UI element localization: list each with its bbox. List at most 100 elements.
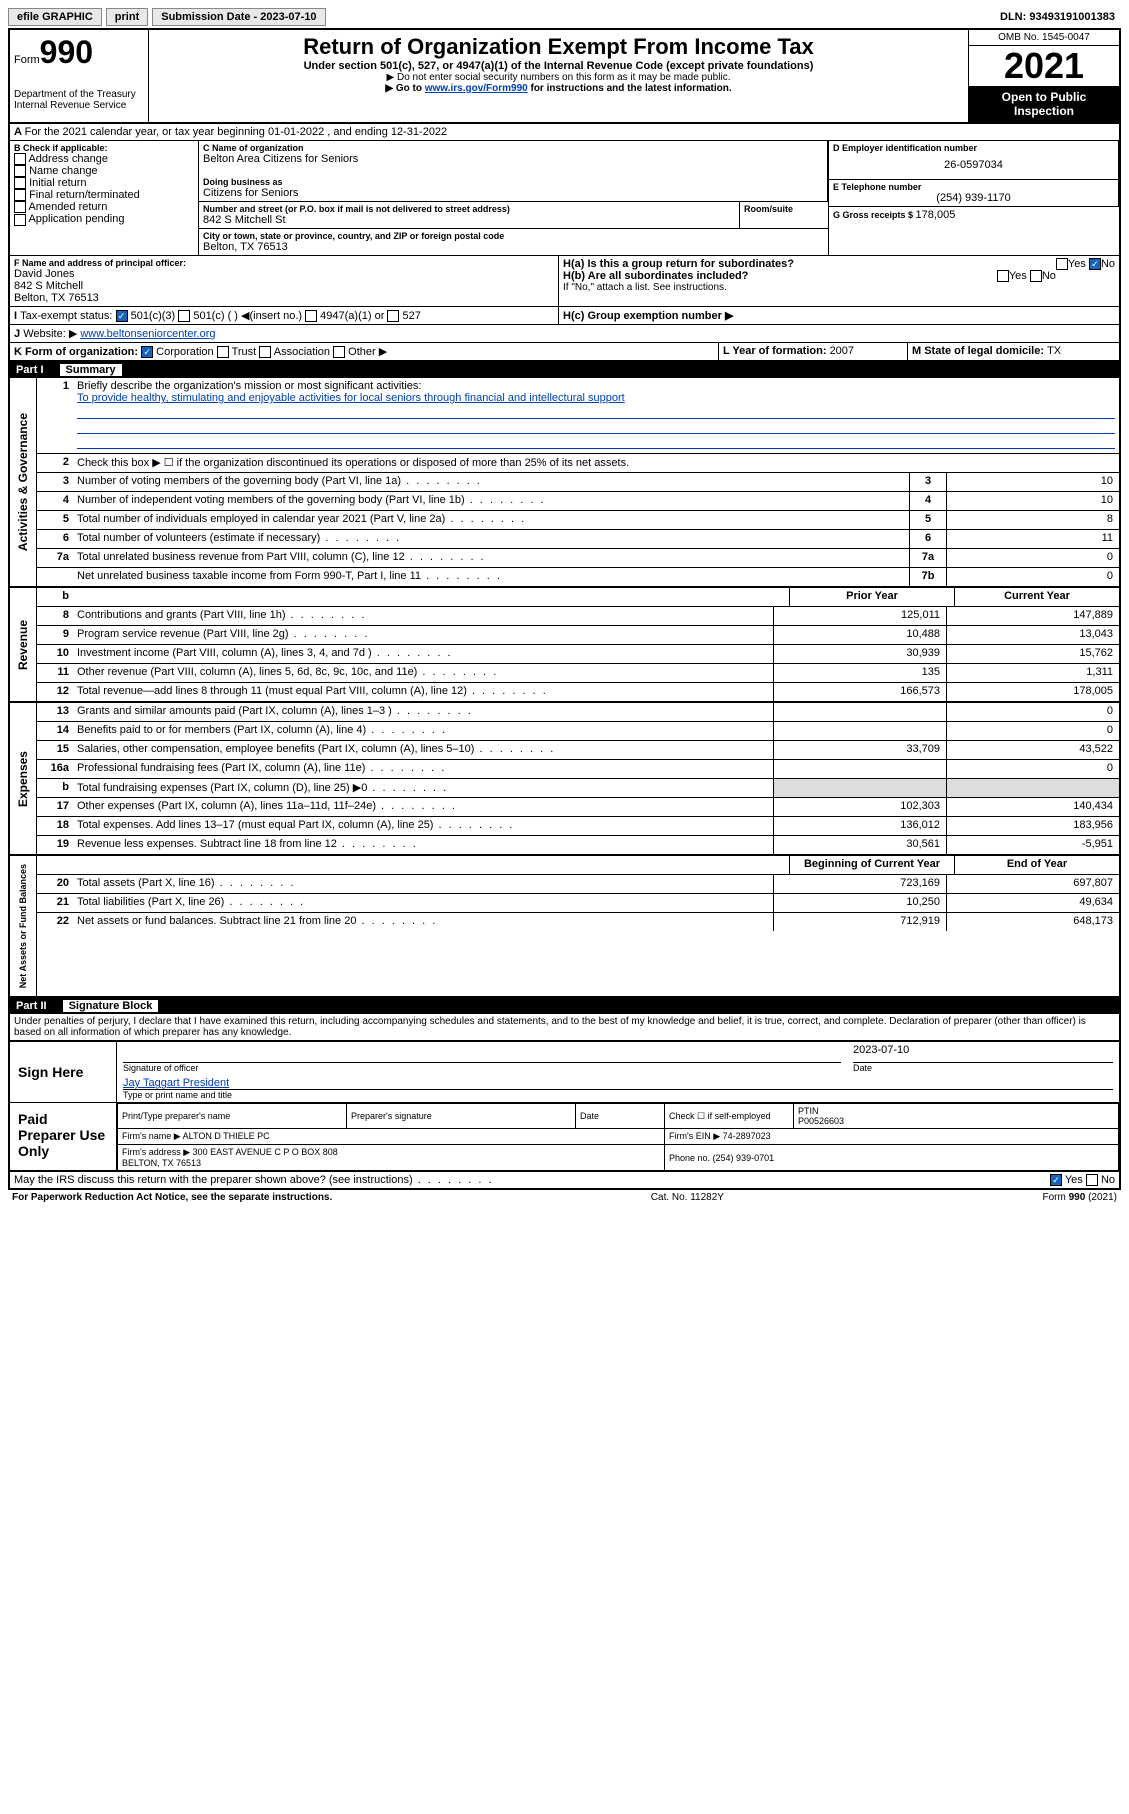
box-hc: H(c) Group exemption number ▶ [563,310,733,322]
checkbox-final-return[interactable]: Final return/terminated [14,189,194,201]
checkbox-application-pending[interactable]: Application pending [14,213,194,225]
activities-label: Activities & Governance [14,405,32,559]
org-name-label: C Name of organization [203,143,823,153]
telephone: (254) 939-1170 [833,192,1114,204]
net-assets-section: Net Assets or Fund Balances Beginning of… [8,856,1121,998]
summary-line: 13Grants and similar amounts paid (Part … [37,703,1119,722]
expenses-label: Expenses [14,743,32,815]
summary-line: 10Investment income (Part VIII, column (… [37,645,1119,664]
checkbox-address-change[interactable]: Address change [14,153,194,165]
line-2: Check this box ▶ ☐ if the organization d… [73,454,1119,472]
firm-name: ALTON D THIELE PC [183,1131,270,1141]
discuss-yes-checkbox[interactable] [1050,1174,1062,1186]
summary-line: 19Revenue less expenses. Subtract line 1… [37,836,1119,854]
print-button[interactable]: print [106,8,148,26]
sig-date: 2023-07-10 [853,1044,1113,1062]
sig-date-label: Date [853,1062,1113,1073]
penalties-text: Under penalties of perjury, I declare th… [8,1014,1121,1042]
summary-line: 6Total number of volunteers (estimate if… [37,530,1119,549]
summary-line: bTotal fundraising expenses (Part IX, co… [37,779,1119,798]
summary-line: Net unrelated business taxable income fr… [37,568,1119,586]
department: Department of the Treasury Internal Reve… [14,89,144,111]
city-label: City or town, state or province, country… [203,231,824,241]
efile-button[interactable]: efile GRAPHIC [8,8,102,26]
box-b-label: Check if applicable: [23,143,108,153]
box-k-label: K Form of organization: [14,346,138,358]
year-formation: 2007 [830,345,854,357]
officer-addr1: 842 S Mitchell [14,280,554,292]
summary-line: 8Contributions and grants (Part VIII, li… [37,607,1119,626]
room-label: Room/suite [744,204,824,214]
officer-label: F Name and address of principal officer: [14,258,554,268]
page-footer: For Paperwork Reduction Act Notice, see … [8,1190,1121,1205]
part-2-header: Part II Signature Block [8,998,1121,1014]
form-subtitle-3: ▶ Go to www.irs.gov/Form990 for instruct… [157,83,960,94]
part-1-header: Part I Summary [8,362,1121,378]
officer-addr2: Belton, TX 76513 [14,292,554,304]
tax-exempt-label: Tax-exempt status: [20,310,112,322]
form-prefix: Form [14,54,40,66]
form-version: Form 990 (2021) [1043,1192,1117,1203]
summary-line: 16aProfessional fundraising fees (Part I… [37,760,1119,779]
dba: Citizens for Seniors [203,187,823,199]
entity-block: A For the 2021 calendar year, or tax yea… [8,124,1121,362]
summary-line: 9Program service revenue (Part VIII, lin… [37,626,1119,645]
checkbox-name-change[interactable]: Name change [14,165,194,177]
revenue-label: Revenue [14,612,32,678]
end-year-header: End of Year [954,856,1119,874]
mission-text: To provide healthy, stimulating and enjo… [77,392,625,404]
checkbox-amended-return[interactable]: Amended return [14,201,194,213]
gross-receipts: 178,005 [916,209,956,221]
corporation-checkbox[interactable] [141,346,153,358]
domicile-label: M State of legal domicile: [912,345,1047,357]
addr-label: Number and street (or P.O. box if mail i… [203,204,735,214]
summary-line: 21Total liabilities (Part X, line 26)10,… [37,894,1119,913]
current-year-header: Current Year [954,588,1119,606]
summary-line: 17Other expenses (Part IX, column (A), l… [37,798,1119,817]
gross-receipts-label: G Gross receipts $ [833,210,916,220]
hb-note: If "No," attach a list. See instructions… [563,282,1115,293]
org-name: Belton Area Citizens for Seniors [203,153,823,165]
website-label: Website: ▶ [23,328,80,340]
submission-date: Submission Date - 2023-07-10 [152,8,325,26]
summary-line: 15Salaries, other compensation, employee… [37,741,1119,760]
discuss-row: May the IRS discuss this return with the… [8,1172,1121,1190]
summary-line: 22Net assets or fund balances. Subtract … [37,913,1119,931]
checkbox-initial-return[interactable]: Initial return [14,177,194,189]
form-header: Form990 Department of the Treasury Inter… [8,28,1121,124]
form-title: Return of Organization Exempt From Incom… [157,34,960,60]
501c3-checkbox[interactable] [116,310,128,322]
summary-line: 20Total assets (Part X, line 16)723,1696… [37,875,1119,894]
phone-label: E Telephone number [833,182,1114,192]
irs-link[interactable]: www.irs.gov/Form990 [425,83,528,94]
ha-no-checkbox[interactable] [1089,258,1101,270]
year-formation-label: L Year of formation: [723,345,830,357]
preparer-table: Print/Type preparer's name Preparer's si… [117,1103,1119,1170]
begin-year-header: Beginning of Current Year [789,856,954,874]
firm-ein: 74-2897023 [723,1131,771,1141]
box-ha: H(a) Is this a group return for subordin… [563,258,1115,270]
ptin: P00526603 [798,1116,844,1126]
summary-line: 4Number of independent voting members of… [37,492,1119,511]
summary-line: 18Total expenses. Add lines 13–17 (must … [37,817,1119,836]
prior-year-header: Prior Year [789,588,954,606]
inspection-badge: Open to Public Inspection [969,86,1119,122]
tax-year: 2021 [969,46,1119,86]
line-a: A For the 2021 calendar year, or tax yea… [10,124,1119,141]
box-hb: H(b) Are all subordinates included? Yes … [563,270,1115,282]
summary-line: 5Total number of individuals employed in… [37,511,1119,530]
website-link[interactable]: www.beltonseniorcenter.org [80,328,215,340]
summary-line: 7aTotal unrelated business revenue from … [37,549,1119,568]
summary-line: 14Benefits paid to or for members (Part … [37,722,1119,741]
form-number: 990 [40,34,93,70]
top-bar: efile GRAPHIC print Submission Date - 20… [8,8,1121,26]
sign-here-label: Sign Here [10,1042,116,1102]
expenses-section: Expenses 13Grants and similar amounts pa… [8,703,1121,856]
dba-label: Doing business as [203,177,823,187]
omb-number: OMB No. 1545-0047 [969,30,1119,46]
revenue-section: Revenue b Prior Year Current Year 8Contr… [8,588,1121,703]
ein: 26-0597034 [833,153,1114,177]
paid-preparer-label: Paid Preparer Use Only [10,1103,116,1170]
firm-address: 300 EAST AVENUE C P O BOX 808 [193,1147,338,1157]
line-1-label: Briefly describe the organization's miss… [77,380,421,392]
